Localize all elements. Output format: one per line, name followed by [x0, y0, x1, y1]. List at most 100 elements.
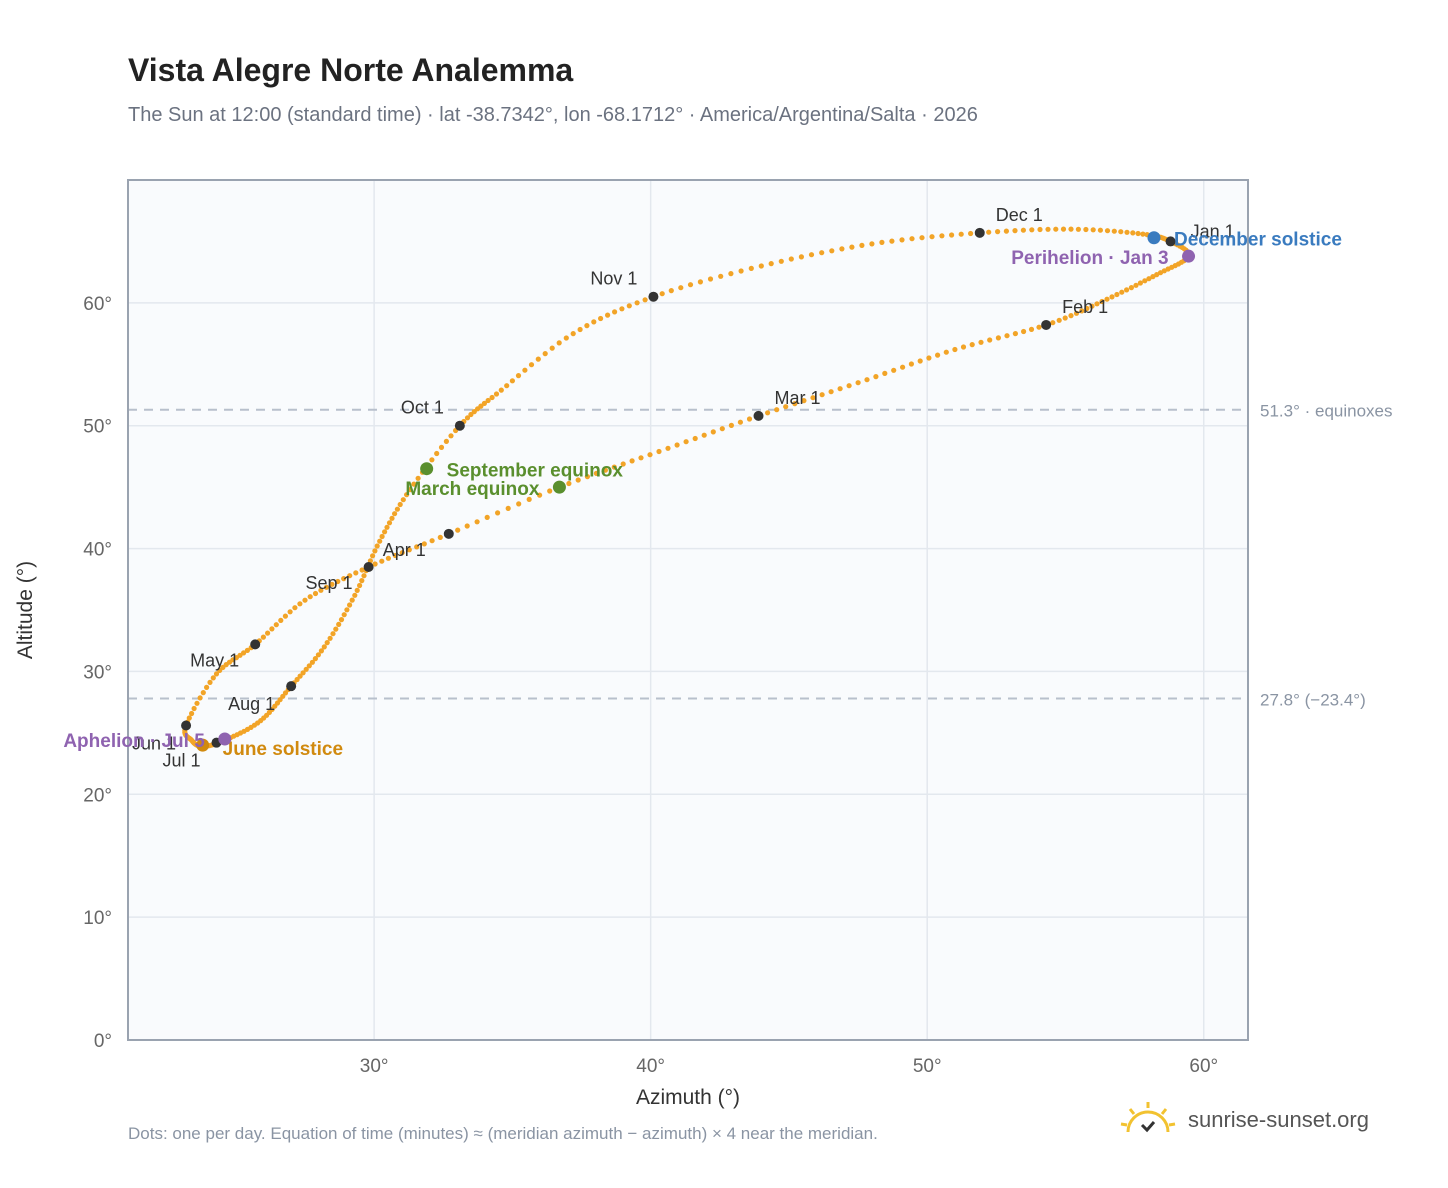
daily-dot — [935, 352, 941, 358]
daily-dot — [605, 312, 611, 318]
daily-dot — [1089, 303, 1095, 309]
daily-dot — [718, 273, 724, 279]
daily-dot — [728, 422, 735, 428]
daily-dot — [489, 394, 495, 401]
x-tick-label: 30° — [360, 1056, 389, 1077]
daily-dot — [528, 362, 535, 368]
special-point-marker — [196, 738, 210, 752]
daily-dot — [647, 452, 653, 458]
plot-area — [128, 180, 1248, 1040]
daily-dot — [678, 285, 684, 291]
daily-dot — [634, 300, 640, 306]
daily-dot — [1135, 230, 1141, 237]
daily-dot — [849, 244, 855, 250]
daily-dot — [943, 349, 949, 355]
daily-dot — [987, 337, 993, 343]
daily-dot — [542, 351, 548, 357]
y-tick-label: 60° — [83, 294, 112, 315]
daily-dot — [778, 258, 784, 264]
daily-dot — [549, 345, 555, 351]
daily-dot — [626, 303, 632, 309]
reference-line-label: 27.8° (−23.4°) — [1260, 690, 1366, 709]
daily-dot — [379, 533, 385, 540]
daily-dot — [719, 426, 725, 432]
daily-dot — [535, 356, 541, 362]
daily-dot — [537, 492, 543, 498]
daily-dot — [318, 587, 324, 593]
daily-dot — [869, 241, 875, 247]
daily-dot — [515, 373, 522, 379]
daily-dot — [438, 444, 445, 450]
daily-dot — [411, 481, 417, 487]
daily-dot — [213, 671, 220, 677]
daily-dot — [1124, 287, 1130, 293]
brand[interactable]: sunrise-sunset.org — [1120, 1100, 1369, 1140]
daily-dot — [758, 263, 764, 269]
daily-dot — [448, 433, 454, 439]
daily-dot — [656, 448, 662, 455]
daily-dot — [1021, 328, 1027, 335]
daily-dot — [1073, 310, 1080, 316]
daily-dot — [344, 607, 350, 613]
daily-dot — [584, 323, 590, 329]
daily-dot — [577, 326, 583, 333]
daily-dot — [1090, 227, 1096, 233]
y-tick-label: 0° — [94, 1031, 112, 1052]
month-marker — [1041, 319, 1052, 330]
daily-dot — [788, 256, 794, 262]
daily-dot — [668, 288, 674, 294]
month-marker — [363, 562, 374, 572]
daily-dot — [372, 561, 378, 567]
month-label: Feb 1 — [1062, 297, 1108, 317]
daily-dot — [327, 635, 333, 641]
daily-dot — [602, 467, 609, 473]
daily-dot — [939, 233, 945, 239]
daily-dot — [392, 552, 398, 559]
daily-dot — [891, 367, 897, 373]
daily-dot — [464, 415, 471, 421]
daily-dot — [839, 246, 845, 252]
daily-dot — [810, 395, 816, 401]
daily-dot — [379, 558, 385, 564]
y-tick-label: 50° — [83, 417, 112, 438]
daily-dot — [385, 555, 391, 561]
chart-subtitle: The Sun at 12:00 (standard time) · lat -… — [128, 104, 978, 126]
daily-dot — [1050, 320, 1056, 326]
daily-dot — [728, 271, 734, 277]
special-point-label: Aphelion · Jul 5 — [63, 731, 205, 752]
brand-name[interactable]: sunrise-sunset.org — [1188, 1107, 1369, 1132]
daily-dot — [341, 612, 347, 618]
x-tick-label: 40° — [636, 1056, 665, 1077]
daily-dot — [960, 344, 967, 350]
daily-dot — [746, 416, 753, 422]
special-point-marker — [552, 480, 566, 494]
daily-dot — [498, 387, 504, 393]
daily-dot — [697, 279, 704, 285]
daily-dot — [889, 238, 895, 244]
daily-dot — [570, 331, 576, 337]
daily-dot — [1097, 227, 1103, 233]
daily-dot — [737, 419, 744, 425]
reference-line-label: 51.3° · equinoxes — [1260, 402, 1393, 421]
daily-dot — [200, 690, 206, 696]
daily-dot — [382, 529, 388, 535]
daily-dot — [563, 335, 569, 341]
daily-dot — [1118, 229, 1124, 235]
daily-dot — [336, 621, 342, 628]
daily-dot — [474, 519, 480, 525]
chart-title: Vista Alegre Norte Analemma — [128, 52, 574, 88]
daily-dot — [333, 626, 339, 632]
daily-dot — [312, 590, 319, 597]
daily-dot — [260, 634, 266, 640]
month-marker — [753, 410, 764, 421]
daily-dot — [386, 520, 393, 526]
x-tick-label: 60° — [1189, 1056, 1218, 1077]
y-axis-label: Altitude (°) — [14, 561, 37, 659]
daily-dot — [306, 663, 312, 669]
daily-dot — [321, 644, 327, 650]
daily-dot — [194, 700, 200, 706]
daily-dot — [349, 597, 355, 603]
daily-dot — [244, 647, 250, 654]
daily-dot — [1053, 226, 1059, 232]
daily-dot — [352, 592, 358, 598]
